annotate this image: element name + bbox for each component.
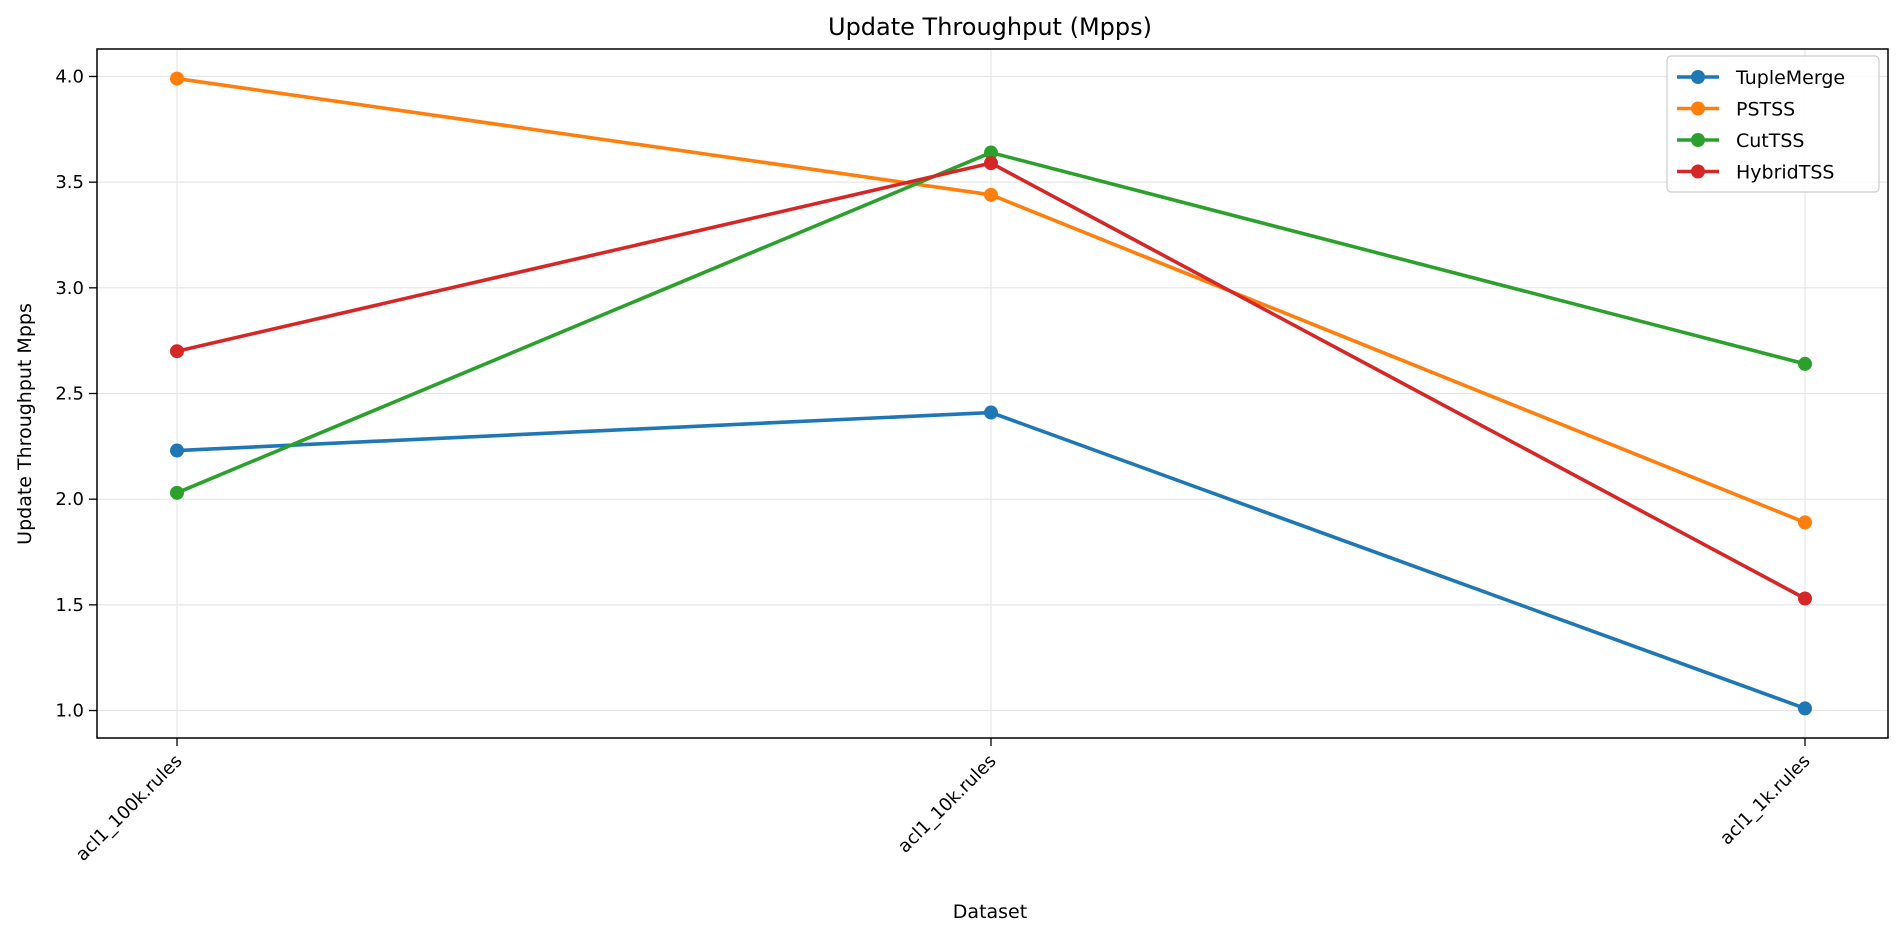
legend-label: HybridTSS: [1736, 162, 1834, 184]
data-point: [1798, 356, 1812, 371]
data-point: [1798, 591, 1812, 606]
legend-marker: [1691, 133, 1705, 147]
series-pstss: [170, 71, 1812, 530]
y-tick-label: 4.0: [55, 66, 84, 87]
data-point: [984, 156, 998, 171]
y-tick-label: 1.0: [55, 701, 84, 722]
legend-marker: [1691, 70, 1705, 84]
series-cuttss: [170, 145, 1812, 500]
data-point: [984, 187, 998, 202]
legend-item: CutTSS: [1677, 130, 1805, 152]
y-tick-label: 1.5: [55, 595, 84, 616]
legend-marker: [1691, 101, 1705, 116]
y-tick-label: 3.0: [55, 278, 84, 299]
y-tick-label: 2.5: [55, 384, 84, 405]
data-point: [1798, 701, 1812, 716]
legend-item: PSTSS: [1677, 99, 1795, 121]
y-axis-title: Update Throughput Mpps: [14, 303, 36, 545]
legend-item: HybridTSS: [1677, 162, 1834, 184]
series-layer: [170, 71, 1812, 716]
series-tuplemerge: [170, 405, 1812, 716]
data-point: [170, 344, 184, 359]
legend: TupleMerge PSTSS CutTSS HybridTSS: [1666, 55, 1880, 193]
legend-label: CutTSS: [1736, 130, 1805, 152]
x-axis-title: Dataset: [953, 901, 1027, 923]
series-hybridtss: [170, 156, 1812, 606]
chart-title: Update Throughput (Mpps): [828, 13, 1152, 41]
legend-label: PSTSS: [1736, 99, 1795, 121]
data-point: [984, 145, 998, 160]
data-point: [984, 405, 998, 420]
y-tick-label: 3.5: [55, 172, 84, 193]
data-point: [170, 485, 184, 500]
y-tick-label: 2.0: [55, 489, 84, 510]
data-point: [170, 71, 184, 86]
legend-item: TupleMerge: [1677, 67, 1845, 89]
legend-label: TupleMerge: [1735, 67, 1845, 89]
data-point: [1798, 515, 1812, 530]
y-axis: 1.0 1.5 2.0 2.5 3.0 3.5 4.0: [55, 66, 97, 722]
legend-box: [1666, 55, 1880, 193]
legend-marker: [1691, 164, 1705, 179]
data-point: [170, 443, 184, 458]
